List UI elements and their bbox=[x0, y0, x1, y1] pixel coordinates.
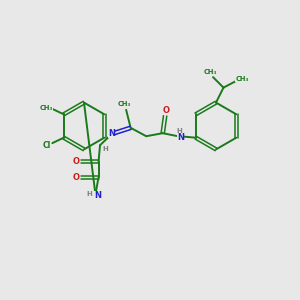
Text: N: N bbox=[108, 129, 115, 138]
Text: H: H bbox=[176, 128, 182, 134]
Text: Cl: Cl bbox=[42, 141, 50, 150]
Text: H: H bbox=[103, 146, 108, 152]
Text: O: O bbox=[162, 106, 169, 115]
Text: CH₃: CH₃ bbox=[236, 76, 249, 82]
Text: CH₃: CH₃ bbox=[40, 105, 53, 111]
Text: CH₃: CH₃ bbox=[118, 101, 131, 107]
Text: CH₃: CH₃ bbox=[203, 69, 217, 75]
Text: N: N bbox=[94, 191, 101, 200]
Text: O: O bbox=[73, 173, 80, 182]
Text: O: O bbox=[73, 157, 80, 166]
Text: H: H bbox=[86, 191, 92, 197]
Text: N: N bbox=[177, 133, 184, 142]
